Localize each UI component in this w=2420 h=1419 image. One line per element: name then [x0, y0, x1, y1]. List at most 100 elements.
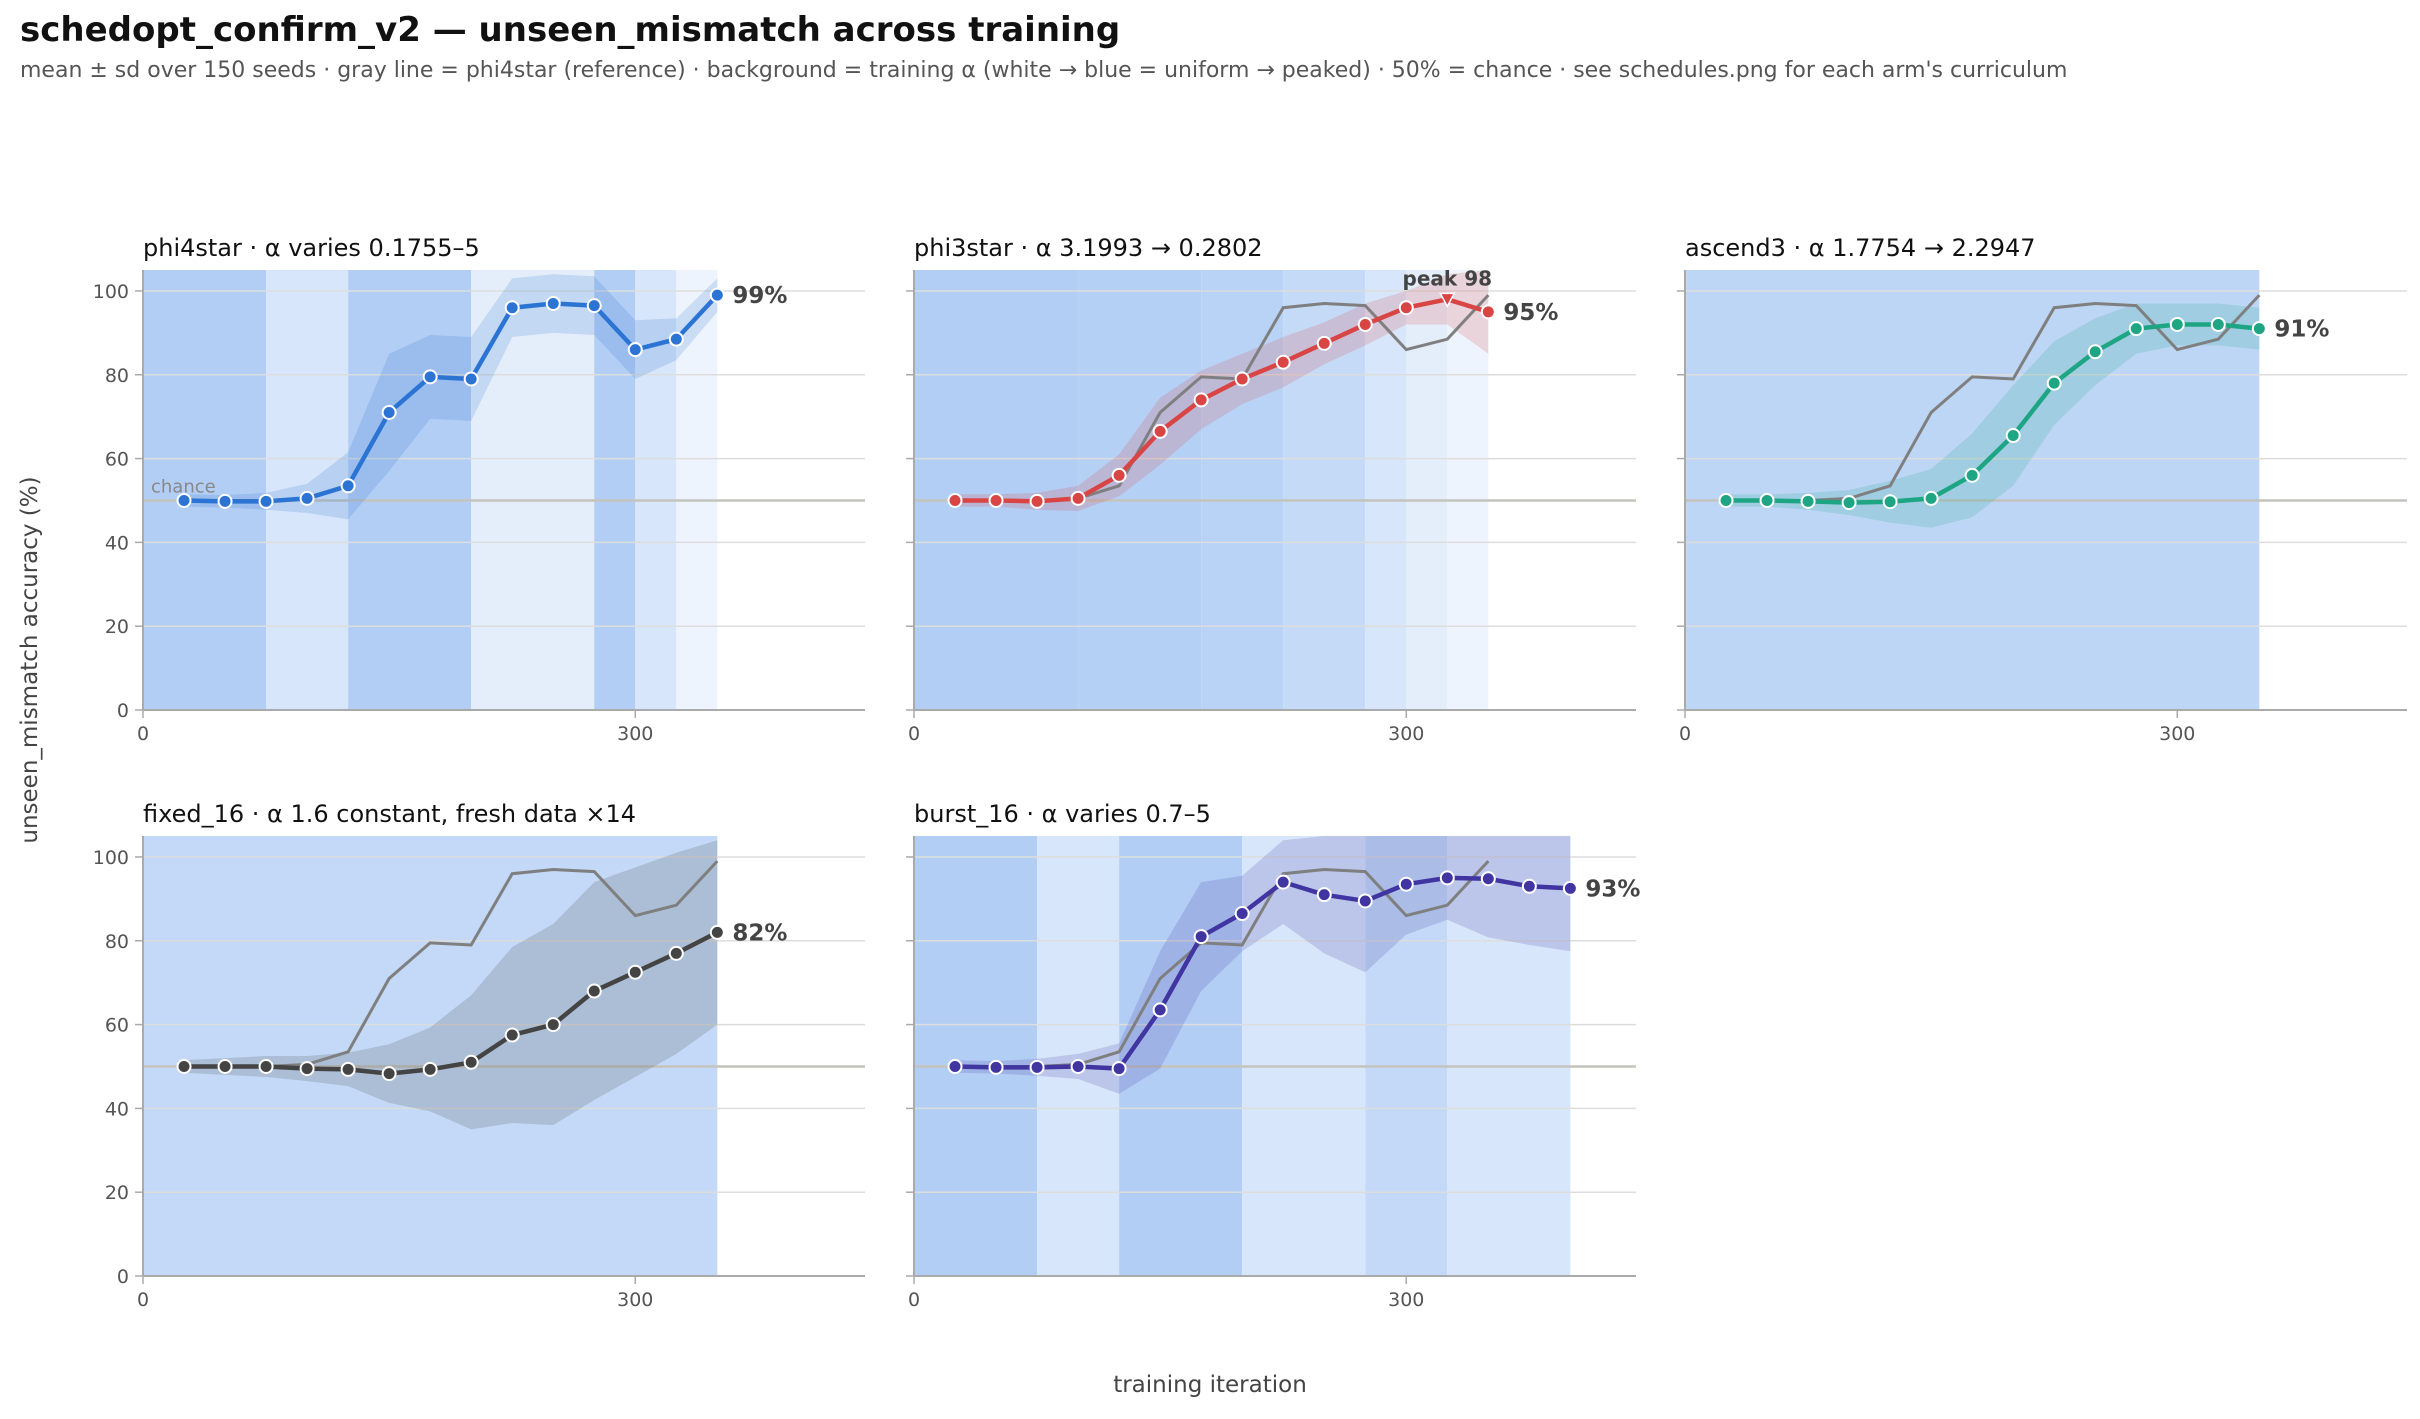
y-tick-label: 80 [105, 365, 129, 387]
alpha-band [1201, 270, 1284, 710]
data-point [586, 298, 602, 314]
data-point [2128, 321, 2144, 337]
y-tick-label: 40 [105, 532, 129, 554]
data-point [1718, 492, 1734, 508]
panel-fixed_16: 0 20 40 60 80 100 0 300 fixed_16 · α 1.6 constan… [93, 800, 865, 1311]
data-point [2087, 344, 2103, 360]
data-point [947, 492, 963, 508]
y-tick-label: 20 [105, 1182, 129, 1204]
data-point [1398, 300, 1414, 316]
y-axis-label: unseen_mismatch accuracy (%) [17, 476, 43, 844]
y-tick-label: 100 [93, 281, 129, 303]
data-point [381, 404, 397, 420]
data-point [1275, 354, 1291, 370]
alpha-band [914, 836, 1038, 1276]
data-point [668, 331, 684, 347]
data-point [1234, 906, 1250, 922]
end-value-label: 95% [1503, 300, 1558, 326]
peak-label: peak 98 [1403, 266, 1492, 290]
series-line [954, 875, 1571, 1071]
data-point [299, 490, 315, 506]
data-point [422, 1061, 438, 1077]
y-tick-label: 0 [117, 700, 129, 722]
data-point [1480, 304, 1496, 320]
data-point [1152, 1002, 1168, 1018]
data-point [1316, 887, 1332, 903]
data-point [422, 369, 438, 385]
data-point [463, 1054, 479, 1070]
alpha-band [1078, 270, 1202, 710]
data-point [1759, 492, 1775, 508]
data-point [1029, 1059, 1045, 1075]
y-tick-label: 0 [117, 1266, 129, 1288]
alpha-band [143, 836, 718, 1276]
data-point [2169, 316, 2185, 332]
panel-burst_16: 0 300 burst_16 · α varies 0.7–5 93% [906, 800, 1640, 1311]
x-tick-label: 300 [617, 1289, 653, 1311]
data-point [340, 478, 356, 494]
end-value-label: 99% [732, 283, 787, 309]
data-point [176, 492, 192, 508]
x-tick-label: 0 [1679, 723, 1691, 745]
data-point [299, 1061, 315, 1077]
y-tick-label: 60 [105, 1015, 129, 1037]
alpha-band [914, 270, 1079, 710]
panel-ascend3: 0 300 ascend3 · α 1.7754 → 2.2947 91% [1677, 234, 2407, 745]
peak-marker [1439, 292, 1456, 308]
alpha-band [143, 270, 267, 710]
data-point [709, 287, 725, 303]
data-point [1398, 876, 1414, 892]
data-point [1923, 490, 1939, 506]
x-axis-label: training iteration [1113, 1372, 1307, 1398]
data-point [1439, 870, 1455, 886]
data-point [2046, 375, 2062, 391]
data-point [258, 1058, 274, 1074]
data-point [545, 1017, 561, 1033]
panel-title: ascend3 · α 1.7754 → 2.2947 [1685, 234, 2036, 262]
panel-title: phi4star · α varies 0.1755–5 [143, 234, 480, 262]
alpha-band [1685, 270, 2260, 710]
data-point [1070, 1058, 1086, 1074]
end-value-label: 91% [2274, 317, 2329, 343]
data-point [2210, 316, 2226, 332]
data-point [1029, 493, 1045, 509]
x-tick-label: 0 [137, 723, 149, 745]
y-tick-label: 20 [105, 616, 129, 638]
x-tick-label: 300 [2159, 723, 2195, 745]
data-point [381, 1066, 397, 1082]
y-tick-label: 60 [105, 449, 129, 471]
chance-label: chance [151, 476, 216, 497]
data-point [504, 300, 520, 316]
data-point [463, 371, 479, 387]
alpha-band [1447, 270, 1489, 710]
data-point [627, 964, 643, 980]
data-point [340, 1061, 356, 1077]
data-point [1316, 335, 1332, 351]
data-point [1070, 490, 1086, 506]
alpha-band [348, 270, 472, 710]
sd-band [184, 274, 718, 520]
data-point [627, 342, 643, 358]
data-point [1800, 493, 1816, 509]
data-point [1111, 1061, 1127, 1077]
sd-band [1726, 303, 2260, 528]
data-point [1357, 893, 1373, 909]
data-point [988, 1059, 1004, 1075]
data-point [1193, 392, 1209, 408]
data-point [1152, 423, 1168, 439]
data-point [1521, 878, 1537, 894]
x-tick-label: 0 [908, 723, 920, 745]
data-point [1480, 871, 1496, 887]
sd-band [184, 840, 718, 1130]
data-point [988, 492, 1004, 508]
data-point [668, 945, 684, 961]
end-value-label: 93% [1585, 876, 1640, 902]
data-point [1562, 880, 1578, 896]
data-point [545, 296, 561, 312]
data-point [504, 1027, 520, 1043]
data-point [2251, 321, 2267, 337]
alpha-band [1119, 836, 1243, 1276]
chart-subtitle: mean ± sd over 150 seeds · gray line = p… [20, 58, 2068, 83]
data-point [258, 493, 274, 509]
